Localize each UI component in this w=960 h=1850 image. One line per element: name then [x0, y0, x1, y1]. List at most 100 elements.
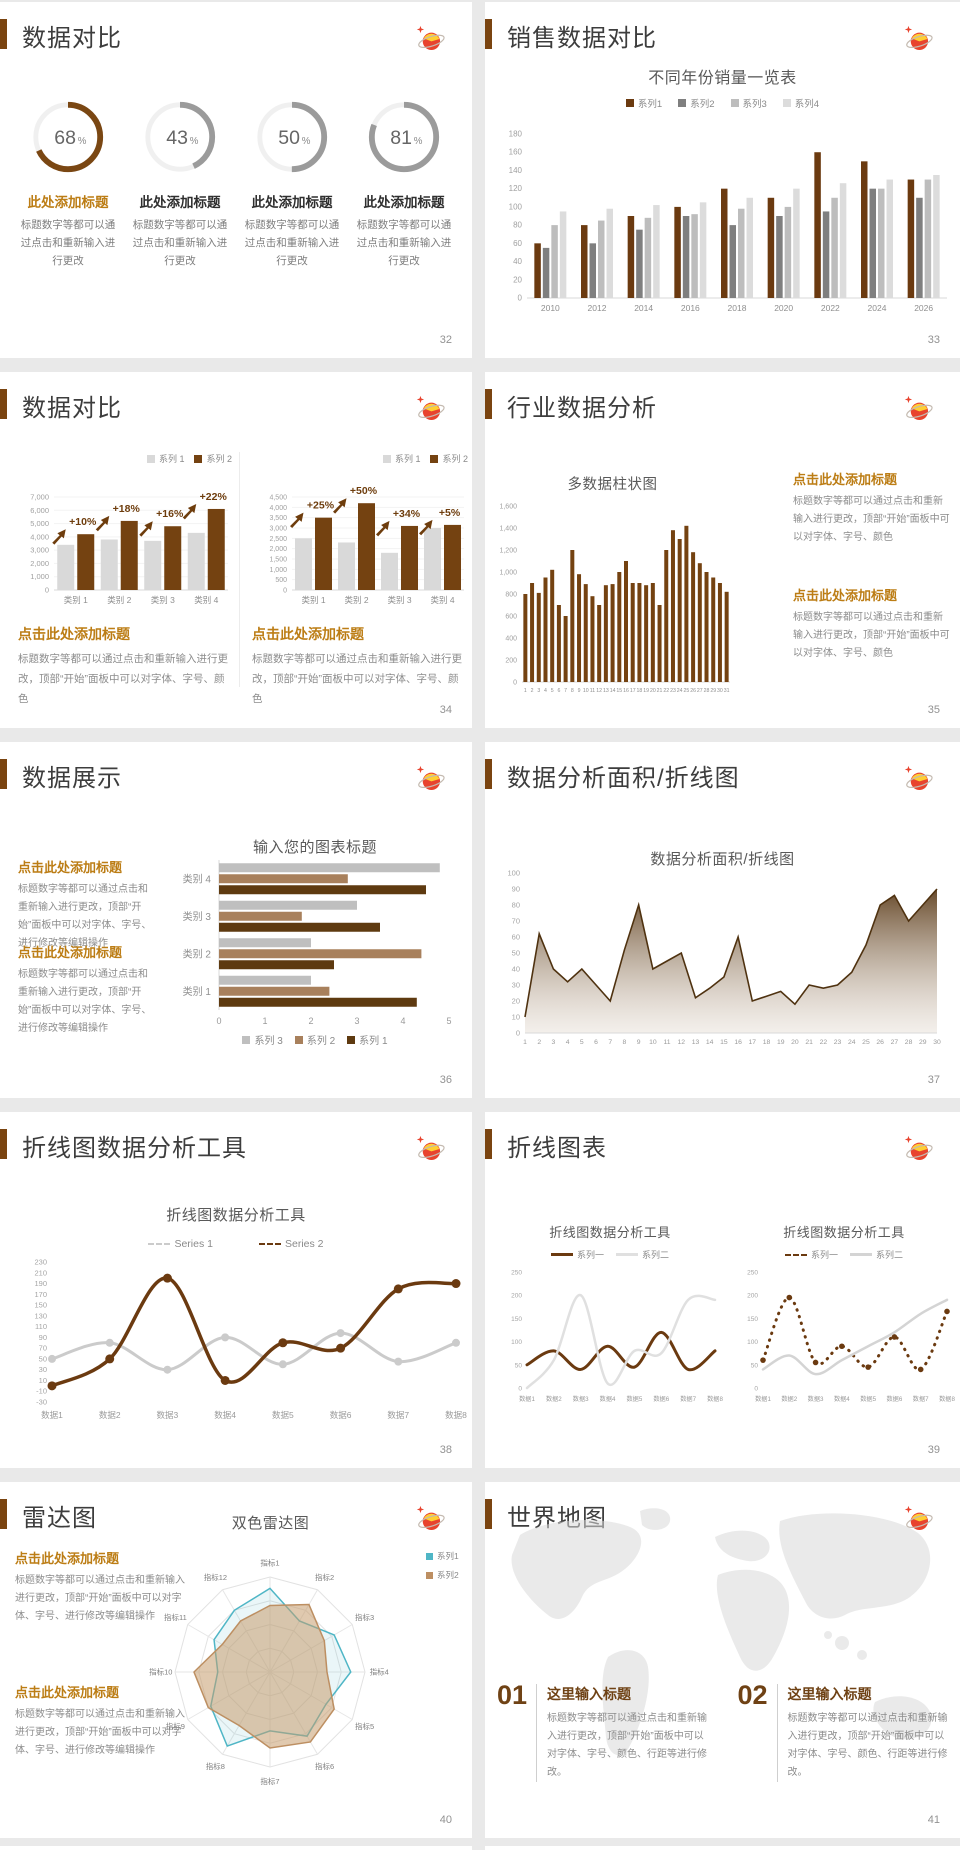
svg-text:230: 230: [34, 1258, 47, 1267]
svg-text:15: 15: [616, 688, 622, 694]
svg-text:0: 0: [45, 586, 49, 595]
svg-text:90: 90: [512, 885, 520, 894]
svg-text:+22%: +22%: [200, 491, 228, 503]
svg-text:68: 68: [54, 127, 76, 149]
block-desc: 标题数字等都可以通过点击和重新输入进行更改，顶部“开始”面板中可以对字体、字号、…: [18, 653, 228, 705]
item-title: 这里输入标题: [547, 1686, 632, 1702]
svg-text:0: 0: [216, 1016, 221, 1026]
planet-logo-icon: [903, 764, 934, 795]
slide-32-data-comparison-donuts[interactable]: 数据对比 68% 此处添加标题 标题数字等都可以通过点击和重新输入进行更改 43…: [0, 2, 472, 358]
svg-text:190: 190: [34, 1279, 47, 1288]
donut-caption: 此处添加标题: [363, 195, 445, 210]
svg-text:4,000: 4,000: [30, 532, 49, 541]
svg-text:指标4: 指标4: [370, 1667, 389, 1677]
slide-36-data-display[interactable]: 数据展示 输入您的图表标题 点击此处添加标题 标题数字等都可以通过点击和重新输入…: [0, 742, 472, 1098]
chart-title: 不同年份销量一览表: [648, 70, 797, 87]
svg-text:指标11: 指标11: [164, 1612, 187, 1622]
mini-line-chart-left: 250 200 150 100 50 0 数据1 数据2 数据3 数据4 数据5 数据6 数据7 数据8: [497, 1262, 723, 1414]
svg-text:数据2: 数据2: [99, 1410, 121, 1420]
page-number: 40: [439, 1814, 452, 1826]
slide-title: 数据展示: [22, 765, 122, 792]
svg-text:类别 2: 类别 2: [344, 595, 368, 605]
svg-text:100: 100: [509, 202, 523, 211]
svg-text:数据3: 数据3: [808, 1395, 824, 1403]
svg-text:4: 4: [544, 688, 547, 694]
svg-text:20: 20: [513, 275, 522, 284]
svg-text:10: 10: [512, 1013, 520, 1022]
svg-text:指标9: 指标9: [166, 1721, 185, 1731]
slide-37-area-line-chart[interactable]: 数据分析面积/折线图 数据分析面积/折线图 100 90 80 70 60 50 40 30 2…: [485, 742, 960, 1098]
item-number: 02: [737, 1680, 768, 1710]
svg-text:2022: 2022: [821, 303, 840, 313]
chart-legend-right: 系列 1 系列 2: [248, 452, 468, 465]
svg-text:600: 600: [505, 614, 517, 621]
svg-text:数据4: 数据4: [600, 1395, 616, 1403]
svg-text:30: 30: [39, 1365, 47, 1374]
page-number: 32: [439, 334, 452, 346]
svg-text:2010: 2010: [541, 303, 560, 313]
svg-text:70: 70: [512, 917, 520, 926]
svg-text:数据5: 数据5: [627, 1395, 643, 1403]
svg-text:2: 2: [537, 1039, 541, 1046]
text-block-left: 点击此处添加标题 标题数字等都可以通过点击和重新输入进行更改，顶部“开始”面板中…: [18, 624, 230, 710]
svg-text:81: 81: [390, 127, 412, 149]
planet-logo-icon: [415, 394, 446, 425]
slide-40-radar-chart[interactable]: 雷达图 双色雷达图 点击此处添加标题 标题数字等都可以通过点击和重新输入进行更改…: [0, 1482, 472, 1838]
svg-text:数据4: 数据4: [834, 1395, 850, 1403]
svg-text:类别 3: 类别 3: [151, 595, 175, 605]
title-accent-bar: [485, 19, 492, 49]
slide-39-line-charts[interactable]: 折线图表 折线图数据分析工具 折线图数据分析工具 系列一 系列二 系列一 系列二 2…: [485, 1112, 960, 1468]
block-title: 点击此处添加标题: [15, 1551, 120, 1566]
svg-text:数据1: 数据1: [41, 1410, 63, 1420]
svg-text:2020: 2020: [774, 303, 793, 313]
chart-title: 双色雷达图: [231, 1515, 310, 1532]
slide-35-industry-data-analysis[interactable]: 行业数据分析 多数据柱状图 0 200 400 600 800 1,000 1,200 1,4…: [485, 372, 960, 728]
svg-text:3: 3: [537, 688, 540, 694]
svg-text:类别 4: 类别 4: [430, 595, 454, 605]
slide-33-sales-data-comparison[interactable]: 销售数据对比 不同年份销量一览表 系列1 系列2 系列3 系列4 0 20 40 60 80 1…: [485, 2, 960, 358]
svg-text:200: 200: [747, 1293, 758, 1300]
donut-desc: 标题数字等都可以通过点击和重新输入进行更改: [356, 219, 452, 267]
svg-text:12: 12: [677, 1039, 685, 1046]
svg-text:25: 25: [683, 688, 689, 694]
svg-text:3: 3: [354, 1016, 359, 1026]
donut-chart-68: 68%: [29, 101, 107, 180]
page-number: 41: [927, 1814, 940, 1826]
slide-title: 折线图表: [507, 1135, 607, 1162]
svg-text:23: 23: [670, 688, 676, 694]
svg-text:100: 100: [507, 869, 520, 878]
svg-text:1: 1: [524, 688, 527, 694]
svg-text:+34%: +34%: [393, 508, 421, 520]
slide-34-data-comparison-pairs[interactable]: 数据对比 系列 1 系列 2 系列 1 系列 2 0 1,000 2,000 3,000 4…: [0, 372, 472, 728]
svg-text:17: 17: [630, 688, 636, 694]
donut-stat-4: 81% 此处添加标题 标题数字等都可以通过点击和重新输入进行更改: [348, 98, 460, 271]
donut-stat-1: 68% 此处添加标题 标题数字等都可以通过点击和重新输入进行更改: [12, 98, 124, 271]
slide-38-line-chart-tool[interactable]: 折线图数据分析工具 折线图数据分析工具 Series 1 Series 2 230…: [0, 1112, 472, 1468]
text-block-1: 点击此处添加标题 标题数字等都可以通过点击和重新输入进行更改，顶部“开始”面板中…: [18, 857, 156, 953]
svg-text:200: 200: [505, 658, 517, 665]
planet-logo-icon: [415, 24, 446, 55]
block-desc: 标题数字等都可以通过点击和重新输入进行更改，顶部“开始”面板中可以对字体、字号、…: [793, 612, 950, 659]
svg-text:2: 2: [308, 1016, 313, 1026]
title-accent-bar: [485, 1129, 492, 1159]
item-title: 这里输入标题: [787, 1686, 872, 1702]
page-number: 37: [927, 1074, 940, 1086]
svg-text:10: 10: [39, 1376, 47, 1385]
svg-text:26: 26: [690, 688, 696, 694]
donut-stat-3: 50% 此处添加标题 标题数字等都可以通过点击和重新输入进行更改: [236, 98, 348, 271]
block-desc: 标题数字等都可以通过点击和重新输入进行更改，顶部“开始”面板中可以对字体、字号、…: [15, 1575, 185, 1622]
svg-text:23: 23: [834, 1039, 842, 1046]
svg-text:15: 15: [720, 1039, 728, 1046]
svg-text:11: 11: [664, 1039, 671, 1046]
svg-text:18: 18: [763, 1039, 771, 1046]
svg-text:90: 90: [39, 1333, 47, 1342]
item-body: 这里输入标题 标题数字等都可以通过点击和重新输入进行更改，顶部“开始”面板中可以…: [776, 1684, 952, 1782]
planet-logo-icon: [903, 1134, 934, 1165]
block-title: 点击此处添加标题: [18, 945, 123, 960]
slide-41-world-map[interactable]: 世界地图 01 这里输入标题 标题数字等都可以通过点击和重新输入进行更改，顶部“…: [485, 1482, 960, 1838]
text-block-right: 点击此处添加标题 标题数字等都可以通过点击和重新输入进行更改，顶部“开始”面板中…: [252, 624, 464, 710]
svg-text:指标6: 指标6: [315, 1761, 334, 1771]
svg-text:数据2: 数据2: [781, 1395, 797, 1403]
slide-title: 数据对比: [22, 25, 122, 52]
svg-text:250: 250: [747, 1270, 758, 1277]
